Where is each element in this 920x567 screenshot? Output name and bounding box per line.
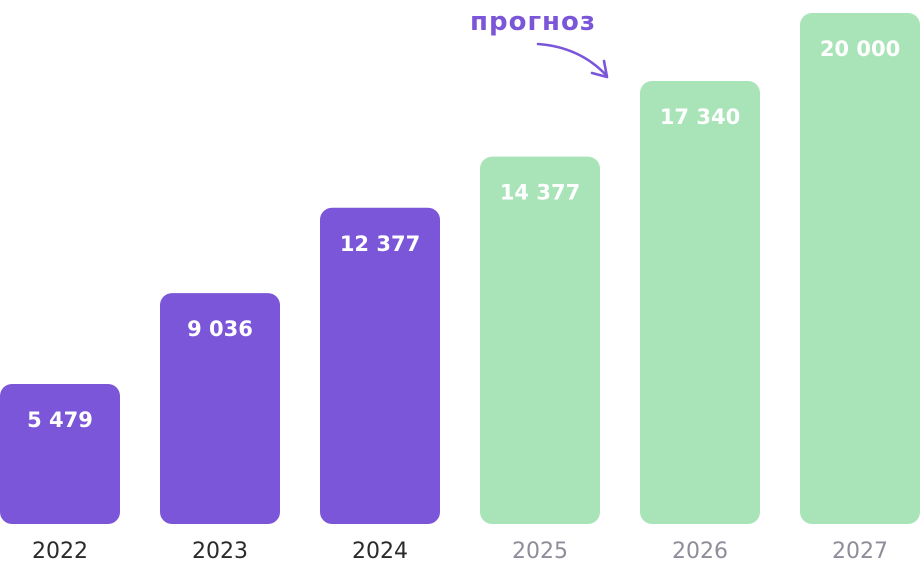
x-tick-label-2026: 2026 <box>672 539 728 564</box>
value-label-2023: 9 036 <box>187 317 253 341</box>
value-labels-group: 5 479 9 036 12 377 14 377 17 340 20 000 <box>27 37 900 432</box>
x-tick-label-2022: 2022 <box>32 539 88 564</box>
bars-group <box>0 13 920 525</box>
forecast-annotation: прогноз <box>470 7 609 79</box>
bar-2024 <box>320 207 440 525</box>
value-label-2027: 20 000 <box>820 37 900 61</box>
value-label-2026: 17 340 <box>660 105 740 129</box>
forecast-arrowhead-icon <box>590 59 609 79</box>
value-label-2025: 14 377 <box>500 181 580 205</box>
forecast-annotation-text: прогноз <box>470 7 596 37</box>
x-tick-label-2023: 2023 <box>192 539 248 564</box>
bar-2022 <box>0 384 120 524</box>
x-tick-label-2025: 2025 <box>512 539 568 564</box>
x-tick-label-2027: 2027 <box>832 539 888 564</box>
bar-2027 <box>800 13 920 524</box>
forecast-arrow-icon <box>536 42 608 77</box>
bar-2025 <box>480 156 600 524</box>
value-label-2022: 5 479 <box>27 408 93 432</box>
value-label-2024: 12 377 <box>340 232 420 256</box>
bar-2026 <box>640 80 760 524</box>
x-tick-label-2024: 2024 <box>352 539 408 564</box>
x-tick-labels-group: 2022 2023 2024 2025 2026 2027 <box>32 539 888 564</box>
bar-2023 <box>160 293 280 524</box>
